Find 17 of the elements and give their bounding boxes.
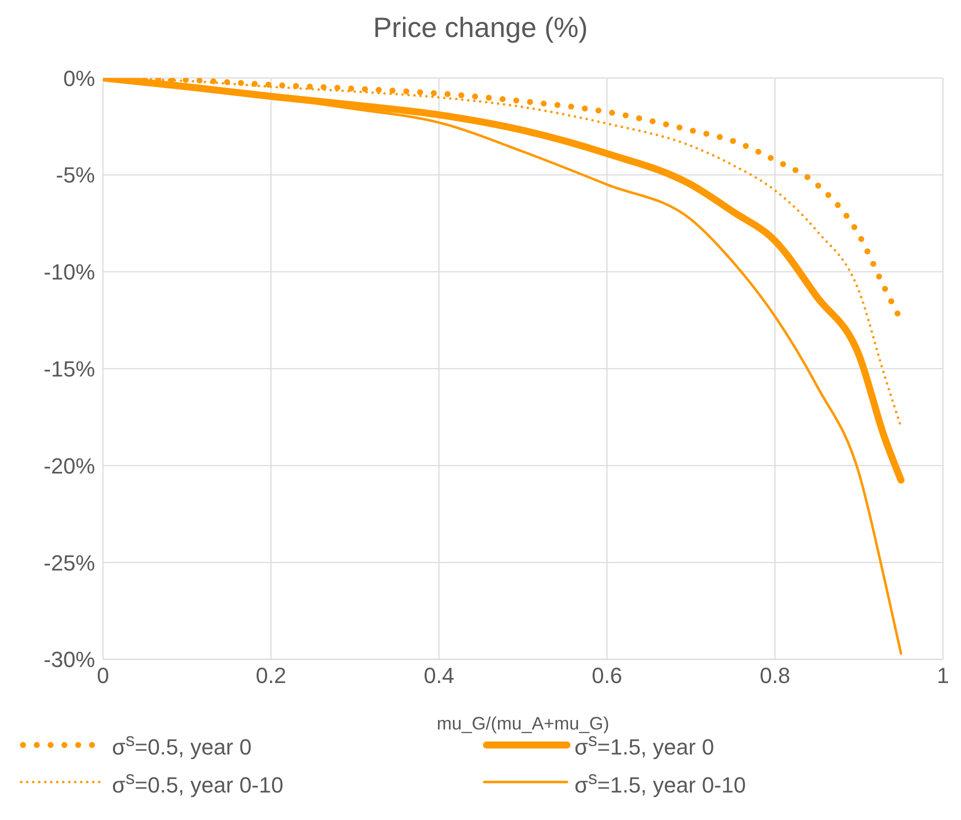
legend-label: σ$^{s}$=0.5, year 0 <box>112 729 252 761</box>
chart-title: Price change (%) <box>372 11 589 45</box>
y-tick-label: -5% <box>56 162 95 188</box>
x-tick-label: 0 <box>96 662 110 688</box>
x-tick-label: 0.2 <box>256 662 286 688</box>
y-tick-label: -20% <box>44 453 95 478</box>
x-tick-label: 0.6 <box>592 662 622 688</box>
x-tick-label: 1 <box>936 662 950 688</box>
x-tick-label: 0.4 <box>424 662 454 688</box>
legend-label: σ$^{s}$=0.5, year 0-10 <box>112 766 284 798</box>
y-tick-label: -15% <box>44 356 95 382</box>
y-tick-label: -10% <box>44 260 95 285</box>
legend-label: σ$^{s}$=1.5, year 0-10 <box>574 766 746 798</box>
y-tick-label: 0% <box>63 66 95 91</box>
y-tick-label: -25% <box>44 550 95 576</box>
x-tick-label: 0.8 <box>760 662 790 688</box>
y-tick-label: -30% <box>44 647 95 672</box>
